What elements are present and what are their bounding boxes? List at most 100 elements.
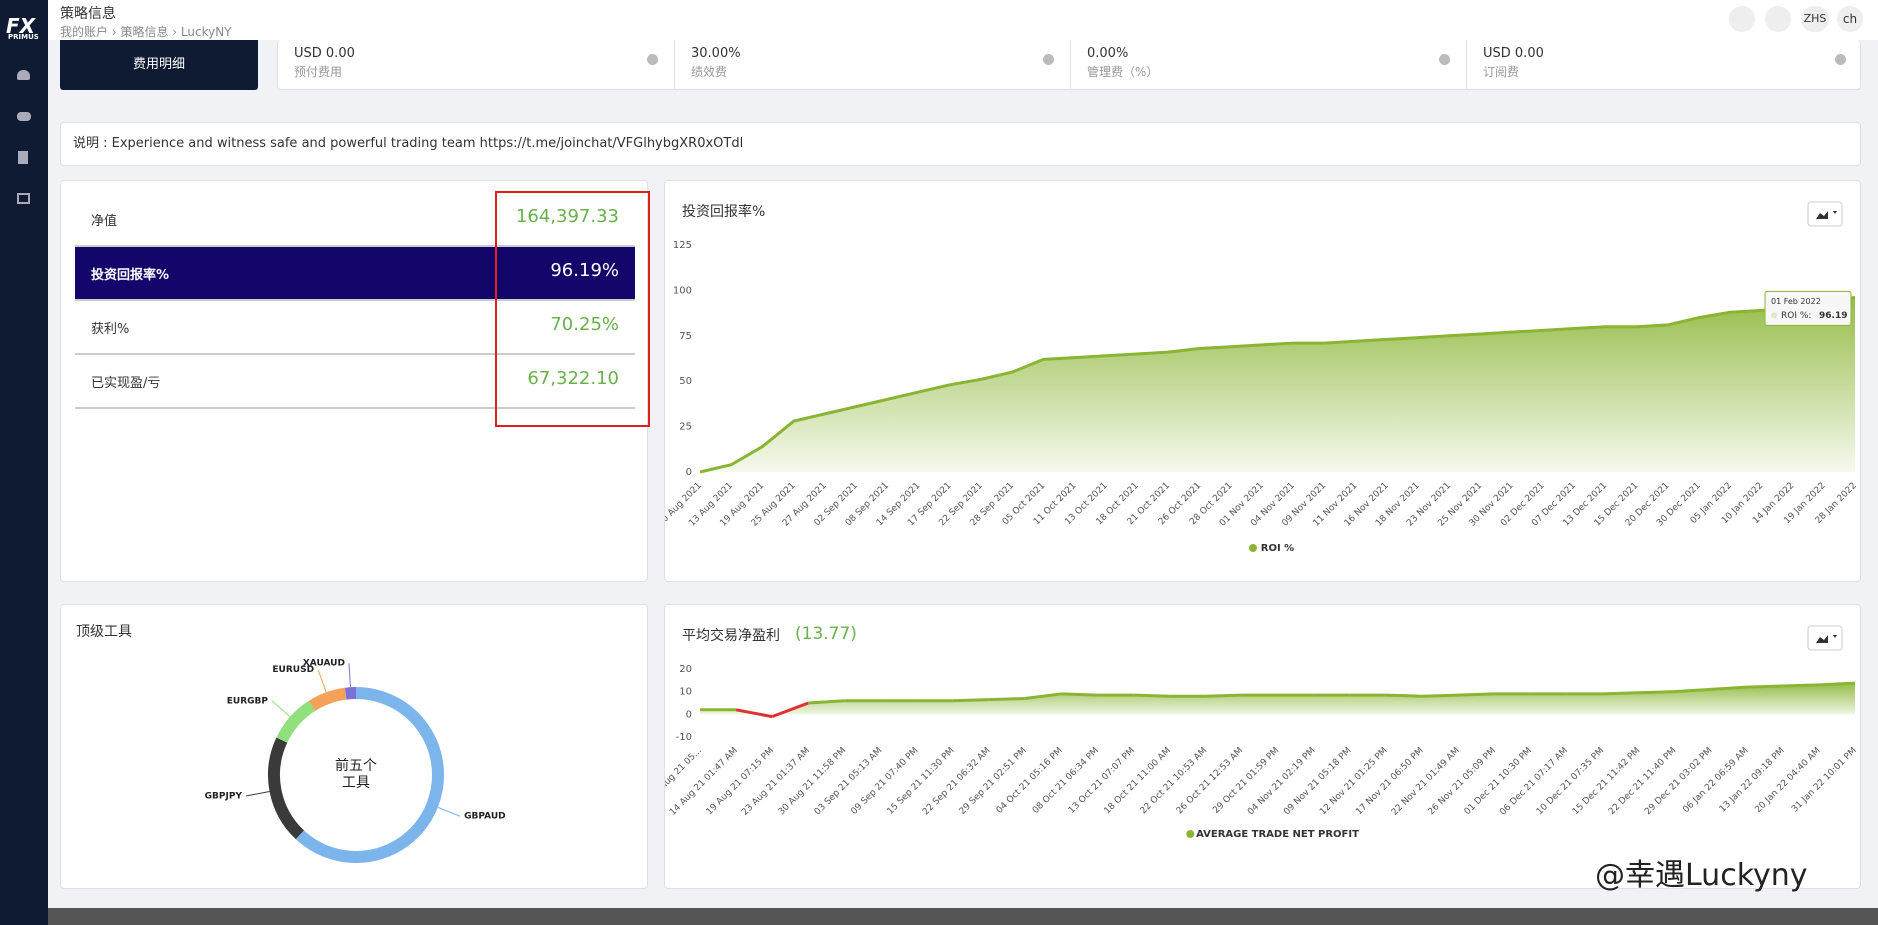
x-tick-label: 29 Sep 21 02:51 PM [958,746,1029,817]
stat-value: 96.19% [550,260,619,281]
nav-icon[interactable] [18,151,28,164]
chart-menu-icon [1816,211,1837,219]
leader-line [317,669,327,693]
y-tick-label: 20 [679,664,692,675]
x-tick-label: 15 Sep 21 11:30 PM [886,746,957,817]
line-segment [1205,693,1242,698]
legend-marker [1249,544,1257,552]
y-tick-label: 25 [679,422,692,433]
line-segment [735,708,773,719]
line-segment [952,698,989,703]
line-segment [1818,681,1856,687]
x-tick-label: 17 Nov 21 06:50 PM [1354,746,1425,817]
line-segment [1024,692,1062,700]
fee-label: 绩效费 [691,65,728,79]
x-tick-label: 22 Oct 21 10:53 AM [1139,746,1210,817]
x-tick-label: 03 Sep 21 05:13 AM [813,746,885,818]
fee-value: USD 0.00 [1483,46,1544,61]
stat-label: 投资回报率% [91,268,170,283]
x-tick-label: 20 Jan 22 04:40 AM [1753,746,1822,815]
page-title: 策略信息 [60,6,116,22]
nav-icon[interactable] [17,112,31,121]
stat-value: 164,397.33 [515,206,619,227]
stat-label: 已实现盈/亏 [91,376,161,391]
chart-subtitle: (13.77) [795,624,857,644]
line [699,295,1856,474]
info-icon [1043,54,1054,65]
fee-value: USD 0.00 [294,46,355,61]
x-tick-label: 15 Dec 21 11:42 PM [1571,746,1642,817]
fee-item: 0.00% 管理费（%） [1070,40,1466,90]
legend-marker [1186,830,1195,838]
stat-value: 70.25% [550,314,619,335]
footer-bar [48,908,1878,925]
line-segment [1457,692,1495,697]
fee-card: USD 0.00 预付费用 30.00% 绩效费 0.00% 管理费（%） USD 0.00… [277,40,1861,90]
tooltip-label: ROI %: [1781,311,1811,321]
y-tick-label: 100 [673,285,692,296]
x-tick-label: 30 Aug 21 11:58 PM [777,746,848,817]
line-segment [808,699,845,705]
x-tick-label: 19 Aug 21 07:15 PM [705,746,776,817]
crumb[interactable]: 策略信息 [120,25,169,39]
x-tick-label: 10 Dec 21 07:35 PM [1535,746,1606,817]
x-tick-label: 09 Nov 21 05:18 PM [1282,746,1353,817]
fee-item: 30.00% 绩效费 [674,40,1070,90]
icon-button[interactable] [1729,6,1755,32]
chart-title: 顶级工具 [76,624,132,640]
line-segment [1602,691,1639,696]
stat-label: 获利% [91,322,130,337]
avg-panel: 平均交易净盈利(13.77)-100102010 Aug 21 05...14 … [648,604,1861,889]
highlight-box [495,191,650,427]
tooltip [1764,290,1852,326]
x-tick-label: 14 Aug 21 01:47 AM [668,746,740,818]
logo: FX [6,14,36,38]
line-segment [771,701,809,719]
chart-menu-button [1807,201,1843,227]
stat-row: 净值 164,397.33 [75,193,635,247]
line-segment [1710,685,1747,691]
x-tick-label: 22 Dec 21 11:40 PM [1607,746,1678,817]
top-bar: 策略信息 我的账户 › 策略信息 › LuckyNY ZHS ch [48,0,1878,40]
x-tick-label: 06 Dec 21 07:17 AM [1498,746,1570,818]
x-tick-label: 23 Aug 21 01:37 AM [740,746,812,818]
nav-icon[interactable] [17,70,30,80]
lang-button[interactable]: ZHS [1801,6,1829,32]
user-button[interactable]: ch [1837,6,1863,32]
avg-chart: 平均交易净盈利(13.77)-100102010 Aug 21 05...14 … [648,624,1859,840]
fee-label: 管理费（%） [1087,65,1159,79]
line-segment [1674,687,1711,694]
fee-button[interactable]: 费用明细 [60,40,258,90]
x-tick-label: 22 Sep 21 06:32 AM [921,746,993,818]
donut-slice [268,737,305,840]
fee-label: 预付费用 [294,65,343,79]
tooltip-value: 96.19 [1819,311,1847,321]
donut-slice [295,687,444,863]
x-tick-label: 13 Jan 22 09:18 PM [1718,746,1787,815]
area [700,297,1855,472]
fee-value: 30.00% [691,46,741,61]
leader-line [348,663,351,688]
line-segment [1421,693,1459,698]
watermark: @幸遇Luckyny [1595,858,1808,893]
breadcrumb: 我的账户 › 策略信息 › LuckyNY [60,25,232,39]
y-tick-label: 0 [686,467,692,478]
donut-slice [344,687,357,700]
x-tick-label: 04 Nov 21 02:19 PM [1246,746,1317,817]
line-segment [1060,692,1098,697]
fee-label: 订阅费 [1483,65,1520,79]
line-segment [1133,693,1170,698]
y-tick-label: 50 [679,376,692,387]
donut-slice [308,687,347,711]
area [700,683,1855,717]
crumb[interactable]: 我的账户 [60,25,109,39]
x-tick-label: 31 Jan 22 10:01 PM [1790,746,1859,815]
center-label: 工具 [342,775,370,791]
stat-value: 67,322.10 [527,368,619,389]
leader-line [271,700,291,718]
nav-icon[interactable] [17,193,30,204]
info-icon [1835,54,1846,65]
icon-button[interactable] [1765,6,1791,32]
chart-title: 平均交易净盈利 [682,627,780,644]
